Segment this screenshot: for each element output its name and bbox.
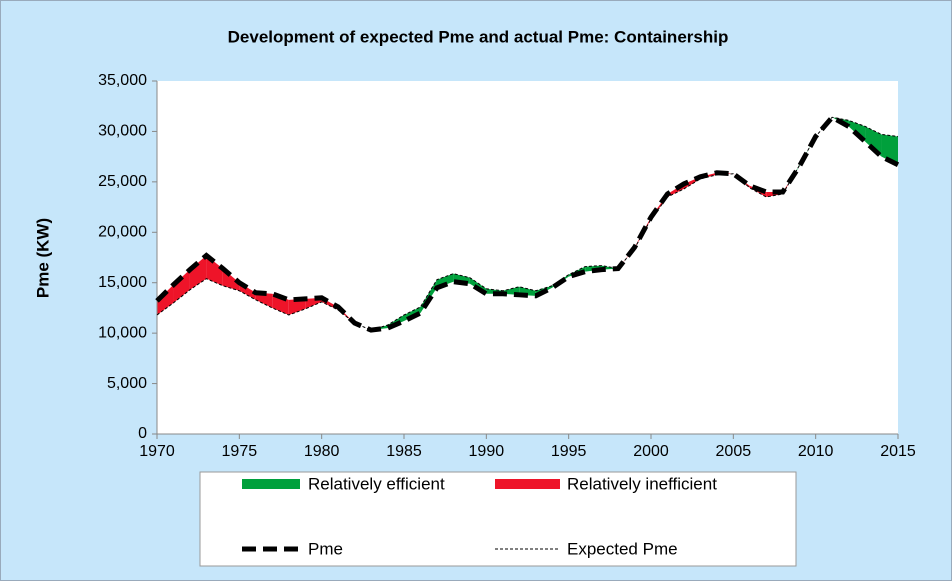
y-tick-label: 25,000 — [98, 173, 147, 190]
y-tick-label: 10,000 — [98, 324, 147, 341]
legend-label: Pme — [308, 539, 343, 558]
x-tick-label: 2005 — [716, 443, 752, 460]
band-segment — [173, 269, 190, 303]
y-tick-label: 0 — [138, 425, 147, 442]
band-segment — [157, 284, 174, 315]
legend-label: Relatively efficient — [308, 474, 445, 493]
band-segment — [255, 292, 273, 308]
legend-swatch — [242, 479, 300, 489]
x-tick-label: 1975 — [222, 443, 258, 460]
band-segment — [206, 255, 223, 286]
band-segment — [305, 297, 322, 309]
band-segment — [881, 134, 898, 165]
x-tick-label: 1985 — [386, 443, 422, 460]
y-tick-label: 15,000 — [98, 274, 147, 291]
y-tick-label: 5,000 — [107, 375, 147, 392]
y-axis-label: Pme (KW) — [33, 218, 52, 298]
x-tick-label: 2000 — [633, 443, 669, 460]
legend-label: Expected Pme — [567, 539, 678, 558]
series-line — [156, 116, 899, 331]
x-tick-label: 2015 — [880, 443, 916, 460]
band-segment — [865, 126, 882, 157]
plot-area — [157, 81, 898, 434]
x-tick-label: 1980 — [304, 443, 340, 460]
band-segment — [288, 298, 306, 315]
x-tick-label: 2010 — [798, 443, 834, 460]
legend-swatch — [495, 479, 560, 489]
y-tick-label: 30,000 — [98, 123, 147, 140]
series-line — [155, 114, 900, 333]
y-tick-label: 20,000 — [98, 224, 147, 241]
x-tick-label: 1970 — [139, 443, 175, 460]
chart-title: Development of expected Pme and actual P… — [228, 27, 729, 46]
x-tick-label: 1990 — [469, 443, 505, 460]
legend-label: Relatively inefficient — [567, 474, 717, 493]
x-tick-label: 1995 — [551, 443, 587, 460]
y-tick-label: 35,000 — [98, 72, 147, 89]
